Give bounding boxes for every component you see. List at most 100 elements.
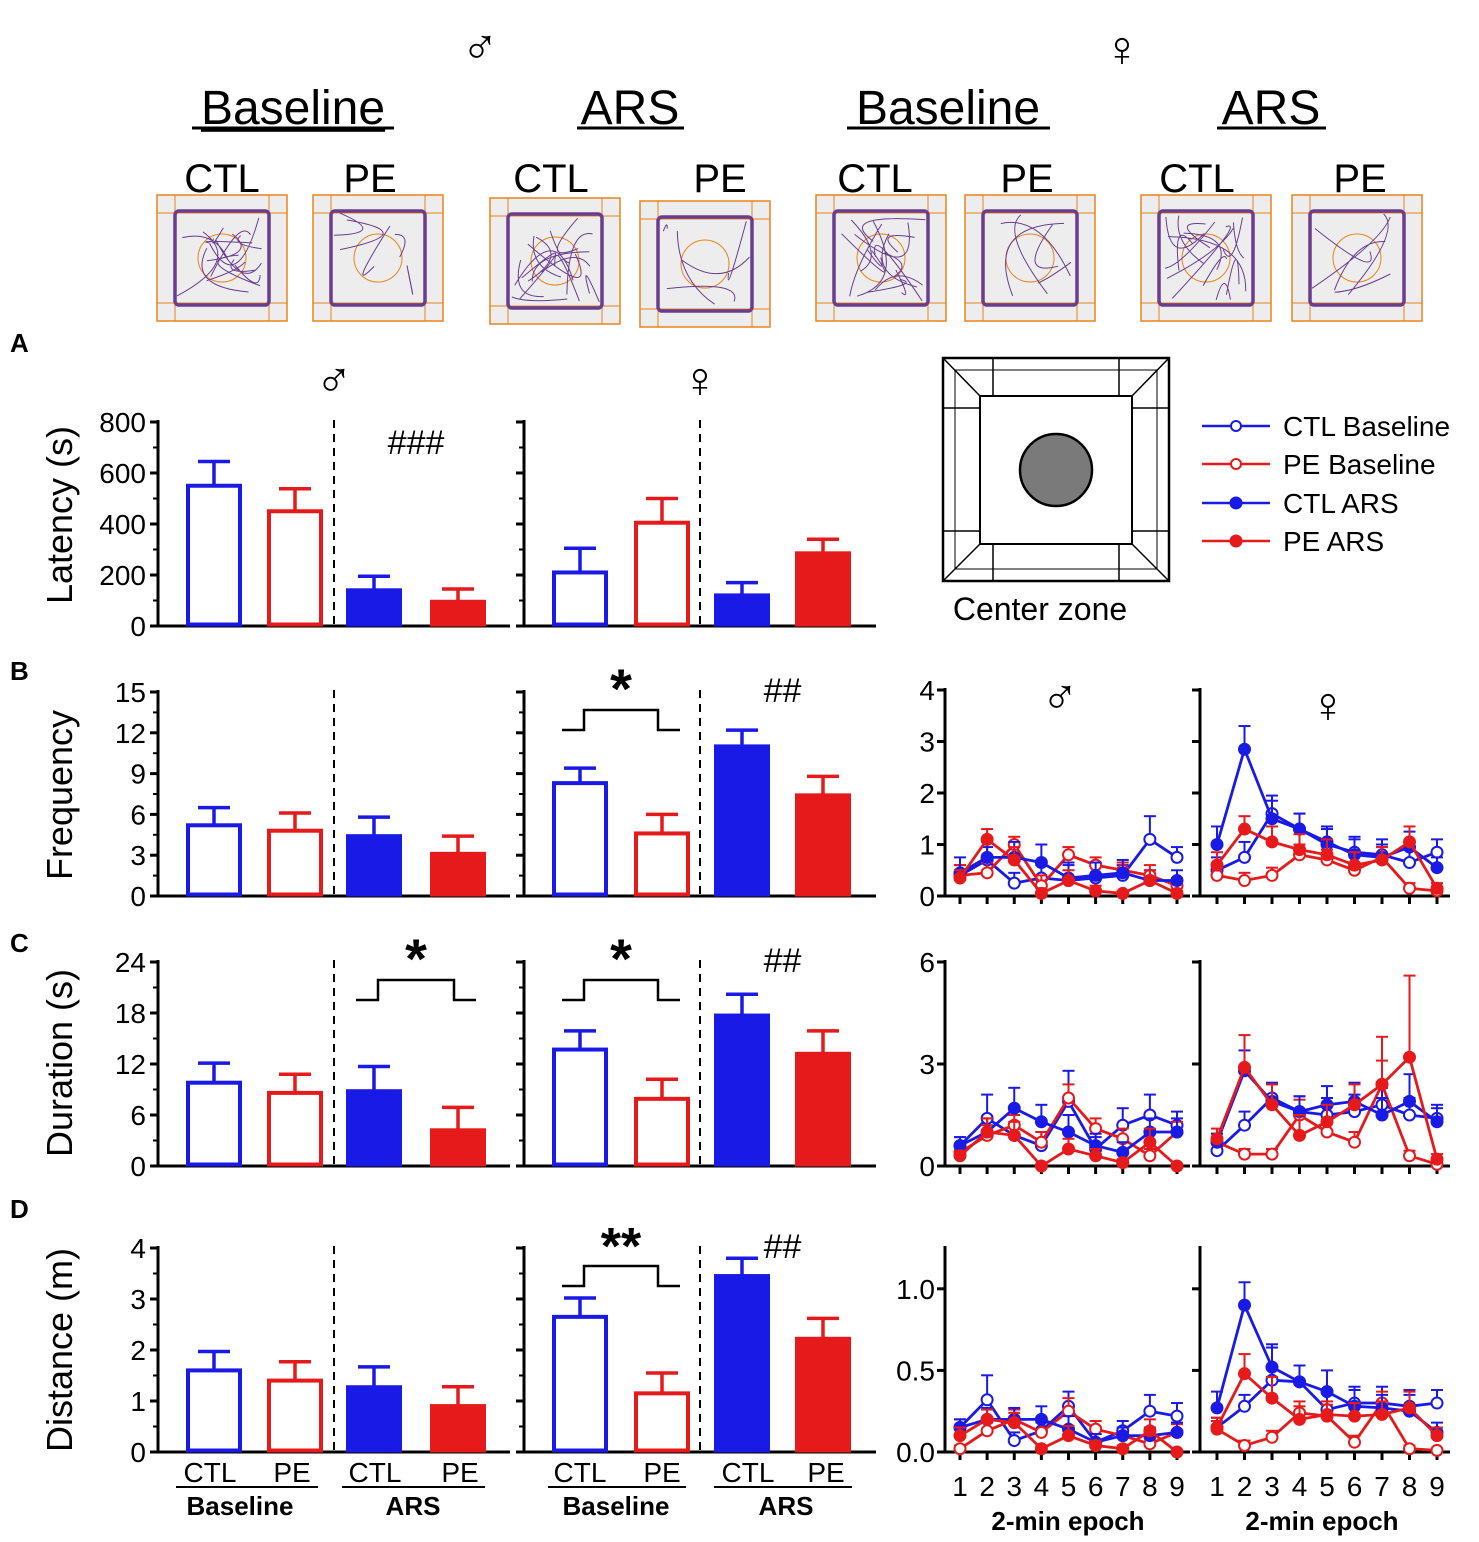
data-point [1089,1422,1103,1436]
data-point [1348,1409,1361,1423]
header-title-female-ars: ARS [1222,82,1321,135]
y-tick-label: 15 [115,677,146,708]
track-path [1164,215,1247,301]
panel-b-female-symbol: ♀ [1309,677,1347,733]
data-point [1210,1401,1224,1415]
data-point [1293,1128,1306,1142]
bar-chart-distance-male: 0 1 2 3 4 [130,1233,510,1468]
bar-ctl-baseline [186,1080,242,1167]
x-tick-label: 5 [1319,1471,1335,1502]
data-point [980,1393,994,1407]
bar-pe-ars [795,1051,851,1167]
data-point [1265,1098,1279,1112]
y-tick-label: 6 [130,1100,146,1131]
y-axis-title-latency: Latency (s) [39,426,80,604]
y-tick-label: 0.0 [896,1437,935,1468]
track-path [511,217,600,303]
data-point [1348,1435,1361,1449]
x-tick-label: 5 [1061,1471,1077,1502]
epoch-axis-title-female: 2-min epoch [1245,1506,1398,1536]
x-group-label-baseline: Baseline [563,1491,670,1521]
data-point [1143,874,1157,888]
significance-bracket [356,978,476,1002]
x-tick-label: 6 [1088,1471,1104,1502]
y-tick-label: 12 [115,1049,146,1080]
data-point [1238,1147,1251,1161]
header-label-pe: PE [1000,157,1053,201]
legend-marker-filled-circle [1229,534,1243,548]
data-point [980,1412,994,1426]
track-perimeter [832,209,930,307]
header-label-pe: PE [1333,157,1386,201]
x-group-label-ars: ARS [386,1491,441,1521]
data-point [1062,1091,1075,1105]
arena-center-zone [197,233,247,283]
arena-center-zone [353,233,403,283]
data-point [1062,1429,1075,1443]
data-point [1143,1424,1157,1438]
data-point [1403,1050,1416,1064]
data-point [1238,1298,1251,1312]
bar-pe-ars [795,793,851,897]
header-label-pe: PE [693,157,746,201]
significance-hash: ## [764,942,802,980]
bar-pe-ars [430,599,486,627]
y-tick-label: 3 [919,727,935,758]
data-point [1170,1409,1184,1423]
track-path [176,217,262,297]
center-zone-label: Center zone [953,591,1127,627]
track-path [841,218,926,302]
bar-pe-baseline [634,1096,690,1167]
arena-corner-line [1131,543,1170,582]
header-title-female-baseline: Baseline [856,82,1040,135]
x-tick-label: 2 [979,1471,995,1502]
data-point [1007,1434,1021,1448]
bar-ctl-ars [346,1385,402,1453]
bar-pe-baseline [634,831,690,897]
legend-label-pe-ars: PE ARS [1283,526,1384,557]
center-zone-diagram: Center zone [941,356,1171,627]
bar-pe-baseline [267,828,323,897]
arena-thumbnail [639,200,771,328]
track-perimeter [329,209,427,307]
bar-chart-latency-male: 0 200 400 600 800 ### [99,407,510,642]
x-label-ctl: CTL [184,1457,237,1488]
panel-a-female-symbol: ♀ [681,352,719,408]
y-tick-label: 2 [130,1335,146,1366]
data-point [1265,1430,1279,1444]
data-point [1007,853,1021,867]
bar-pe-ars [795,551,851,627]
data-point [1062,874,1075,888]
series-pe-ars [1210,1353,1444,1443]
arena-thumbnail [1140,194,1272,322]
data-point [1293,843,1306,857]
data-point [1116,1429,1130,1443]
y-tick-label: 1.0 [896,1274,935,1305]
x-tick-label: 6 [1347,1471,1363,1502]
data-point [1238,1118,1251,1132]
data-point [1430,881,1444,895]
y-tick-label: 9 [130,759,146,790]
bar-chart-latency-female [516,420,876,628]
bar-ctl-ars [714,593,770,627]
legend-marker-open-circle [1230,458,1242,470]
data-point [1062,1125,1075,1139]
data-point [980,1424,994,1438]
bar-pe-ars [430,851,486,897]
data-point [1170,1125,1184,1139]
y-tick-label: 2 [919,778,935,809]
data-point [1238,742,1251,756]
x-tick-label: 2 [1237,1471,1253,1502]
x-tick-label: 7 [1115,1471,1131,1502]
x-tick-label: 4 [1034,1471,1050,1502]
data-point [1320,1407,1334,1421]
x-label-ctl: CTL [554,1457,607,1488]
y-tick-label: 3 [919,1049,935,1080]
bar-chart-duration-male: 0 6 12 18 24 * [115,927,510,1182]
header-label-ctl: CTL [1159,157,1235,201]
data-point [1403,835,1416,849]
data-point [1375,853,1389,867]
data-point [953,871,967,885]
data-point [1293,822,1306,836]
